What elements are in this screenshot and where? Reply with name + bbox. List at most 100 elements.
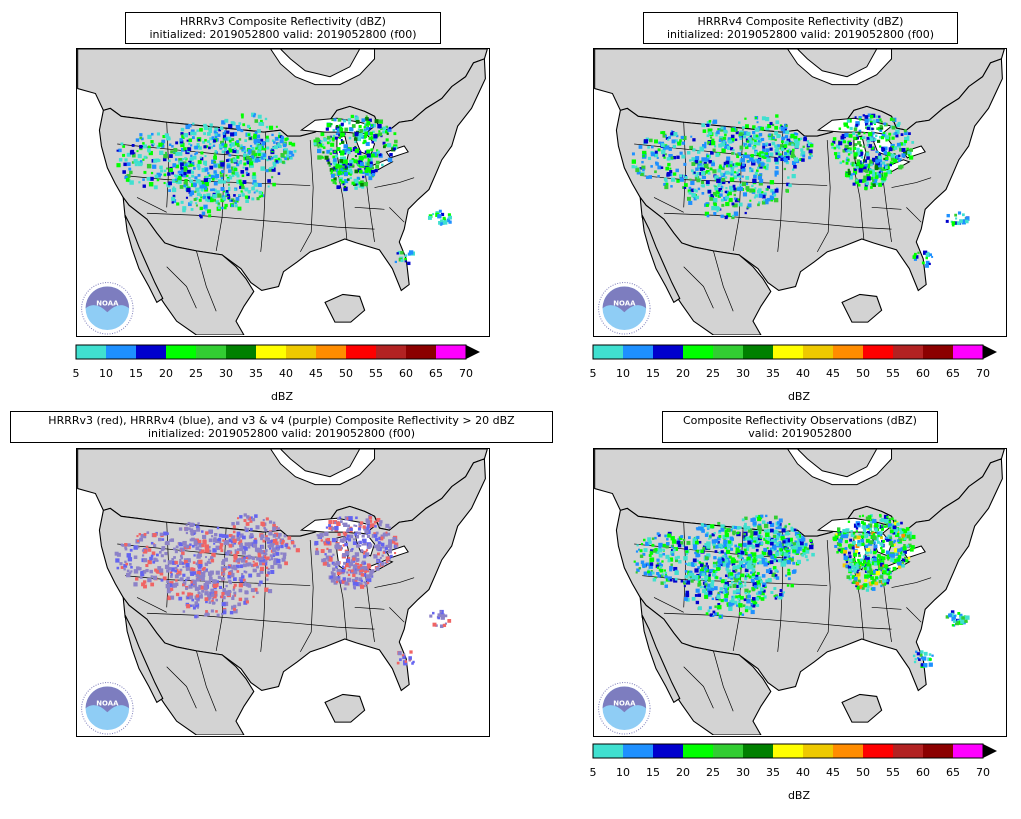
state-border: [136, 197, 167, 213]
hudson-bay: [270, 49, 376, 86]
colorbar-swatch: [833, 744, 863, 758]
colorbar-swatch: [683, 345, 713, 359]
colorbar-swatch: [743, 345, 773, 359]
colorbar-swatch: [833, 345, 863, 359]
panel2-title: HRRRv4 Composite Reflectivity (dBZ) init…: [643, 12, 958, 44]
panel1-title: HRRRv3 Composite Reflectivity (dBZ) init…: [125, 12, 441, 44]
colorbar-tick-label: 60: [916, 766, 930, 779]
yucatan-peninsula: [841, 293, 883, 323]
colorbar-swatch: [683, 744, 713, 758]
colorbar-swatch: [593, 345, 623, 359]
state-border: [354, 206, 385, 210]
colorbar-tick-label: 40: [796, 367, 810, 380]
colorbar-tick-label: 60: [399, 367, 413, 380]
panel1-colorbar: 5 10 15 20 25 30 35 40 45 50 55 60 65 70 dBZ: [73, 344, 496, 404]
yucatan-peninsula: [841, 693, 883, 723]
colorbar-swatch: [743, 744, 773, 758]
baja-peninsula: [124, 215, 164, 304]
state-border: [300, 140, 314, 253]
state-border: [354, 606, 385, 610]
colorbar-tick-label: 30: [219, 367, 233, 380]
state-border: [777, 132, 784, 252]
state-border: [300, 540, 314, 653]
colorbar-swatch: [773, 345, 803, 359]
colorbar-tick-label: 55: [886, 766, 900, 779]
colorbar-swatch: [76, 345, 106, 359]
colorbar-tick-label: 50: [339, 367, 353, 380]
noaa-logo: NOAA: [81, 282, 134, 335]
colorbar-swatch: [953, 345, 983, 359]
colorbar-tick-label: 30: [736, 367, 750, 380]
colorbar-swatch: [226, 345, 256, 359]
panel1-map: NOAA: [76, 48, 490, 337]
panel2-title-line1: HRRRv4 Composite Reflectivity (dBZ): [697, 15, 904, 28]
colorbar-swatch: [623, 744, 653, 758]
colorbar-swatch: [893, 744, 923, 758]
state-border: [906, 607, 922, 623]
colorbar-tick-label: 10: [616, 367, 630, 380]
state-border: [871, 206, 902, 210]
state-border: [136, 597, 167, 613]
baja-peninsula: [641, 615, 681, 704]
colorbar-swatch: [803, 744, 833, 758]
state-border: [906, 207, 922, 223]
state-border: [389, 207, 405, 223]
colorbar-tick-label: 30: [736, 766, 750, 779]
colorbar-swatch: [593, 744, 623, 758]
colorbar-swatch: [623, 345, 653, 359]
yucatan-peninsula: [324, 693, 366, 723]
colorbar-swatch: [863, 345, 893, 359]
colorbar-swatch: [653, 345, 683, 359]
colorbar-tick-label: 35: [766, 367, 780, 380]
colorbar-swatch: [436, 345, 466, 359]
noaa-logo-text: NOAA: [613, 299, 636, 307]
colorbar-swatch: [923, 345, 953, 359]
state-border: [891, 177, 932, 188]
noaa-logo: NOAA: [598, 282, 651, 335]
colorbar-tick-label: 65: [946, 367, 960, 380]
colorbar-tick-label: 45: [826, 367, 840, 380]
colorbar-tick-label: 20: [159, 367, 173, 380]
colorbar-tick-label: 70: [976, 367, 990, 380]
state-border: [653, 597, 684, 613]
colorbar-tick-label: 25: [706, 766, 720, 779]
panel3-title-line2: initialized: 2019052800 valid: 201905280…: [148, 427, 415, 440]
colorbar-tick-label: 35: [249, 367, 263, 380]
colorbar-extend-arrow: [466, 345, 480, 359]
panel1-title-line2: initialized: 2019052800 valid: 201905280…: [149, 28, 417, 41]
panel2-colorbar-unit: dBZ: [787, 390, 811, 403]
colorbar-tick-label: 70: [976, 766, 990, 779]
baja-peninsula: [641, 215, 681, 304]
state-border: [817, 540, 831, 653]
state-border: [853, 167, 865, 240]
state-border: [713, 250, 734, 312]
colorbar-tick-label: 15: [646, 766, 660, 779]
colorbar-tick-label: 45: [309, 367, 323, 380]
state-border: [364, 167, 375, 243]
colorbar-tick-label: 10: [99, 367, 113, 380]
state-border: [166, 666, 197, 709]
panel2-title-line2: initialized: 2019052800 valid: 201905280…: [667, 28, 934, 41]
colorbar-tick-label: 10: [616, 766, 630, 779]
state-border: [653, 197, 684, 213]
colorbar-swatch: [136, 345, 166, 359]
lake-ontario: [902, 545, 926, 559]
state-border: [374, 177, 415, 188]
panel3-title-line1: HRRRv3 (red), HRRRv4 (blue), and v3 & v4…: [48, 414, 515, 427]
state-border: [196, 650, 217, 712]
noaa-logo-text: NOAA: [613, 699, 636, 707]
noaa-logo-text: NOAA: [96, 699, 119, 707]
colorbar-extend-arrow: [983, 345, 997, 359]
state-border: [146, 212, 375, 230]
panel2-map: NOAA: [593, 48, 1007, 337]
state-border: [146, 612, 375, 630]
noaa-logo: NOAA: [598, 682, 651, 735]
colorbar-tick-label: 65: [946, 766, 960, 779]
colorbar-tick-label: 15: [129, 367, 143, 380]
colorbar-tick-label: 60: [916, 367, 930, 380]
panel3-map: NOAA: [76, 448, 490, 737]
state-border: [389, 607, 405, 623]
panel4-map: NOAA: [593, 448, 1007, 737]
colorbar-swatch: [166, 345, 196, 359]
colorbar-swatch: [376, 345, 406, 359]
